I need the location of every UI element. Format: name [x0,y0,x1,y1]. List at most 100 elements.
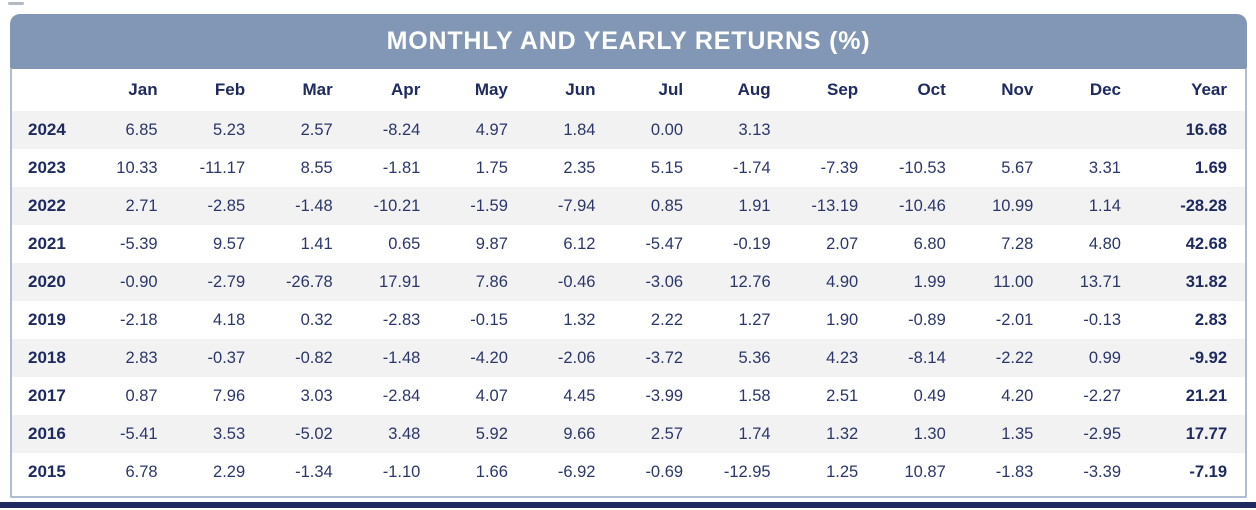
table-row-2022: 2022 2.71 -2.85 -1.48 -10.21 -1.59 -7.94 0.85 1.… [12,187,1245,225]
cell-year-total: -9.92 [1189,348,1227,367]
row-label: 2023 [28,158,66,177]
cell-value: 7.86 [475,272,508,291]
cell-value: 7.96 [213,386,246,405]
cell-value: -8.24 [382,120,421,139]
cell-value [791,111,879,149]
cell-value: 4.45 [563,386,596,405]
column-header-jan: Jan [128,80,158,99]
cell-value: -0.90 [119,272,158,291]
cell-value: 2.07 [826,234,859,253]
cell-value: 0.32 [300,310,333,329]
table-row-2016: 2016 -5.41 3.53 -5.02 3.48 5.92 9.66 2.57 1.74 1.… [12,415,1245,453]
cell-value [1053,111,1141,149]
cell-value [878,111,966,149]
cell-value: -2.85 [207,196,246,215]
cell-year-total: 2.83 [1194,310,1227,329]
cell-year-total: 1.69 [1194,158,1227,177]
cell-value: 17.91 [379,272,421,291]
column-header-dec: Dec [1089,80,1121,99]
cell-value: 5.23 [213,120,246,139]
column-header-apr: Apr [391,80,421,99]
cell-value: 4.80 [1088,234,1121,253]
cell-value: -0.19 [733,234,771,253]
cell-value: 5.92 [475,424,508,443]
cell-value: -1.83 [995,462,1034,481]
cell-value: 1.32 [826,424,859,443]
cell-value: -3.99 [645,386,684,405]
column-header-mar: Mar [302,80,333,99]
cell-year-total: -28.28 [1180,196,1227,215]
cell-value: 0.00 [650,120,684,139]
cell-year-total: 16.68 [1185,120,1227,139]
cell-value: 0.65 [388,234,421,253]
cell-value: 13.71 [1079,272,1121,291]
cell-value: 1.75 [475,158,508,177]
cell-value: 1.66 [475,462,508,481]
cell-value: -7.39 [820,158,859,177]
cell-value: -8.14 [908,348,946,367]
cell-value: -2.18 [119,310,158,329]
cell-value: 1.27 [738,310,771,329]
cell-value: -10.21 [373,196,421,215]
cell-value: 0.85 [650,196,684,215]
cell-value: 3.48 [388,424,421,443]
cell-value: -2.84 [382,386,421,405]
cell-value: 2.22 [650,310,684,329]
cell-value: 0.87 [125,386,158,405]
cell-value: 4.20 [1001,386,1034,405]
cell-value: 11.00 [993,272,1034,291]
bottom-divider [0,502,1256,508]
cell-year-total: 42.68 [1185,234,1227,253]
returns-table: Jan Feb Mar Apr May Jun Jul Aug Sep Oct Nov Dec Year… [12,69,1245,491]
cell-value: 2.83 [125,348,158,367]
cell-value: 6.78 [125,462,158,481]
cell-value: 1.35 [1001,424,1034,443]
cell-value: -0.89 [908,310,946,329]
row-label: 2018 [28,348,66,367]
cell-value: 5.36 [738,348,771,367]
cell-value: -13.19 [811,196,859,215]
cell-value: 10.99 [992,196,1034,215]
cell-value: 2.29 [213,462,246,481]
cell-value: 12.76 [729,272,771,291]
cell-value: 2.51 [826,386,859,405]
column-header-row: Jan Feb Mar Apr May Jun Jul Aug Sep Oct Nov Dec Year [12,69,1245,111]
cell-value: 9.57 [213,234,246,253]
cropped-edge-artifact [8,2,24,5]
cell-value: 1.91 [738,196,771,215]
table-row-2024: 2024 6.85 5.23 2.57 -8.24 4.97 1.84 0.00 3.13 16.… [12,111,1245,149]
column-header-jun: Jun [565,80,596,99]
cell-value: 1.32 [563,310,596,329]
cell-value: 8.55 [300,158,333,177]
row-label: 2016 [28,424,66,443]
cell-year-total: -7.19 [1189,462,1227,481]
row-label: 2017 [28,386,66,405]
cell-value: 7.28 [1001,234,1034,253]
cell-value: 6.85 [125,120,158,139]
cell-value: -2.22 [995,348,1034,367]
cell-value: -0.82 [295,348,333,367]
cell-value: 0.99 [1088,348,1121,367]
cell-value: -0.15 [470,310,508,329]
cell-value: 3.03 [300,386,333,405]
cell-year-total: 31.82 [1185,272,1227,291]
cell-value: -1.81 [382,158,421,177]
cell-value: -1.10 [382,462,421,481]
cell-value: 10.87 [904,462,946,481]
row-label: 2021 [28,234,66,253]
cell-value: -26.78 [285,272,333,291]
column-header-sep: Sep [827,80,859,99]
table-title: MONTHLY AND YEARLY RETURNS (%) [386,27,871,55]
row-label: 2024 [28,120,66,139]
cell-value: 1.99 [913,272,946,291]
cell-value: 1.90 [826,310,859,329]
cell-value: 10.33 [116,158,158,177]
cell-value: 5.67 [1001,158,1034,177]
table-title-bar: MONTHLY AND YEARLY RETURNS (%) [10,14,1247,69]
table-row-2017: 2017 0.87 7.96 3.03 -2.84 4.07 4.45 -3.99 1.58 2.… [12,377,1245,415]
cell-value: 6.12 [563,234,596,253]
cell-value: -5.39 [119,234,158,253]
cell-value: 1.30 [913,424,946,443]
cell-value: -3.39 [1083,462,1121,481]
cell-value: 2.71 [125,196,158,215]
